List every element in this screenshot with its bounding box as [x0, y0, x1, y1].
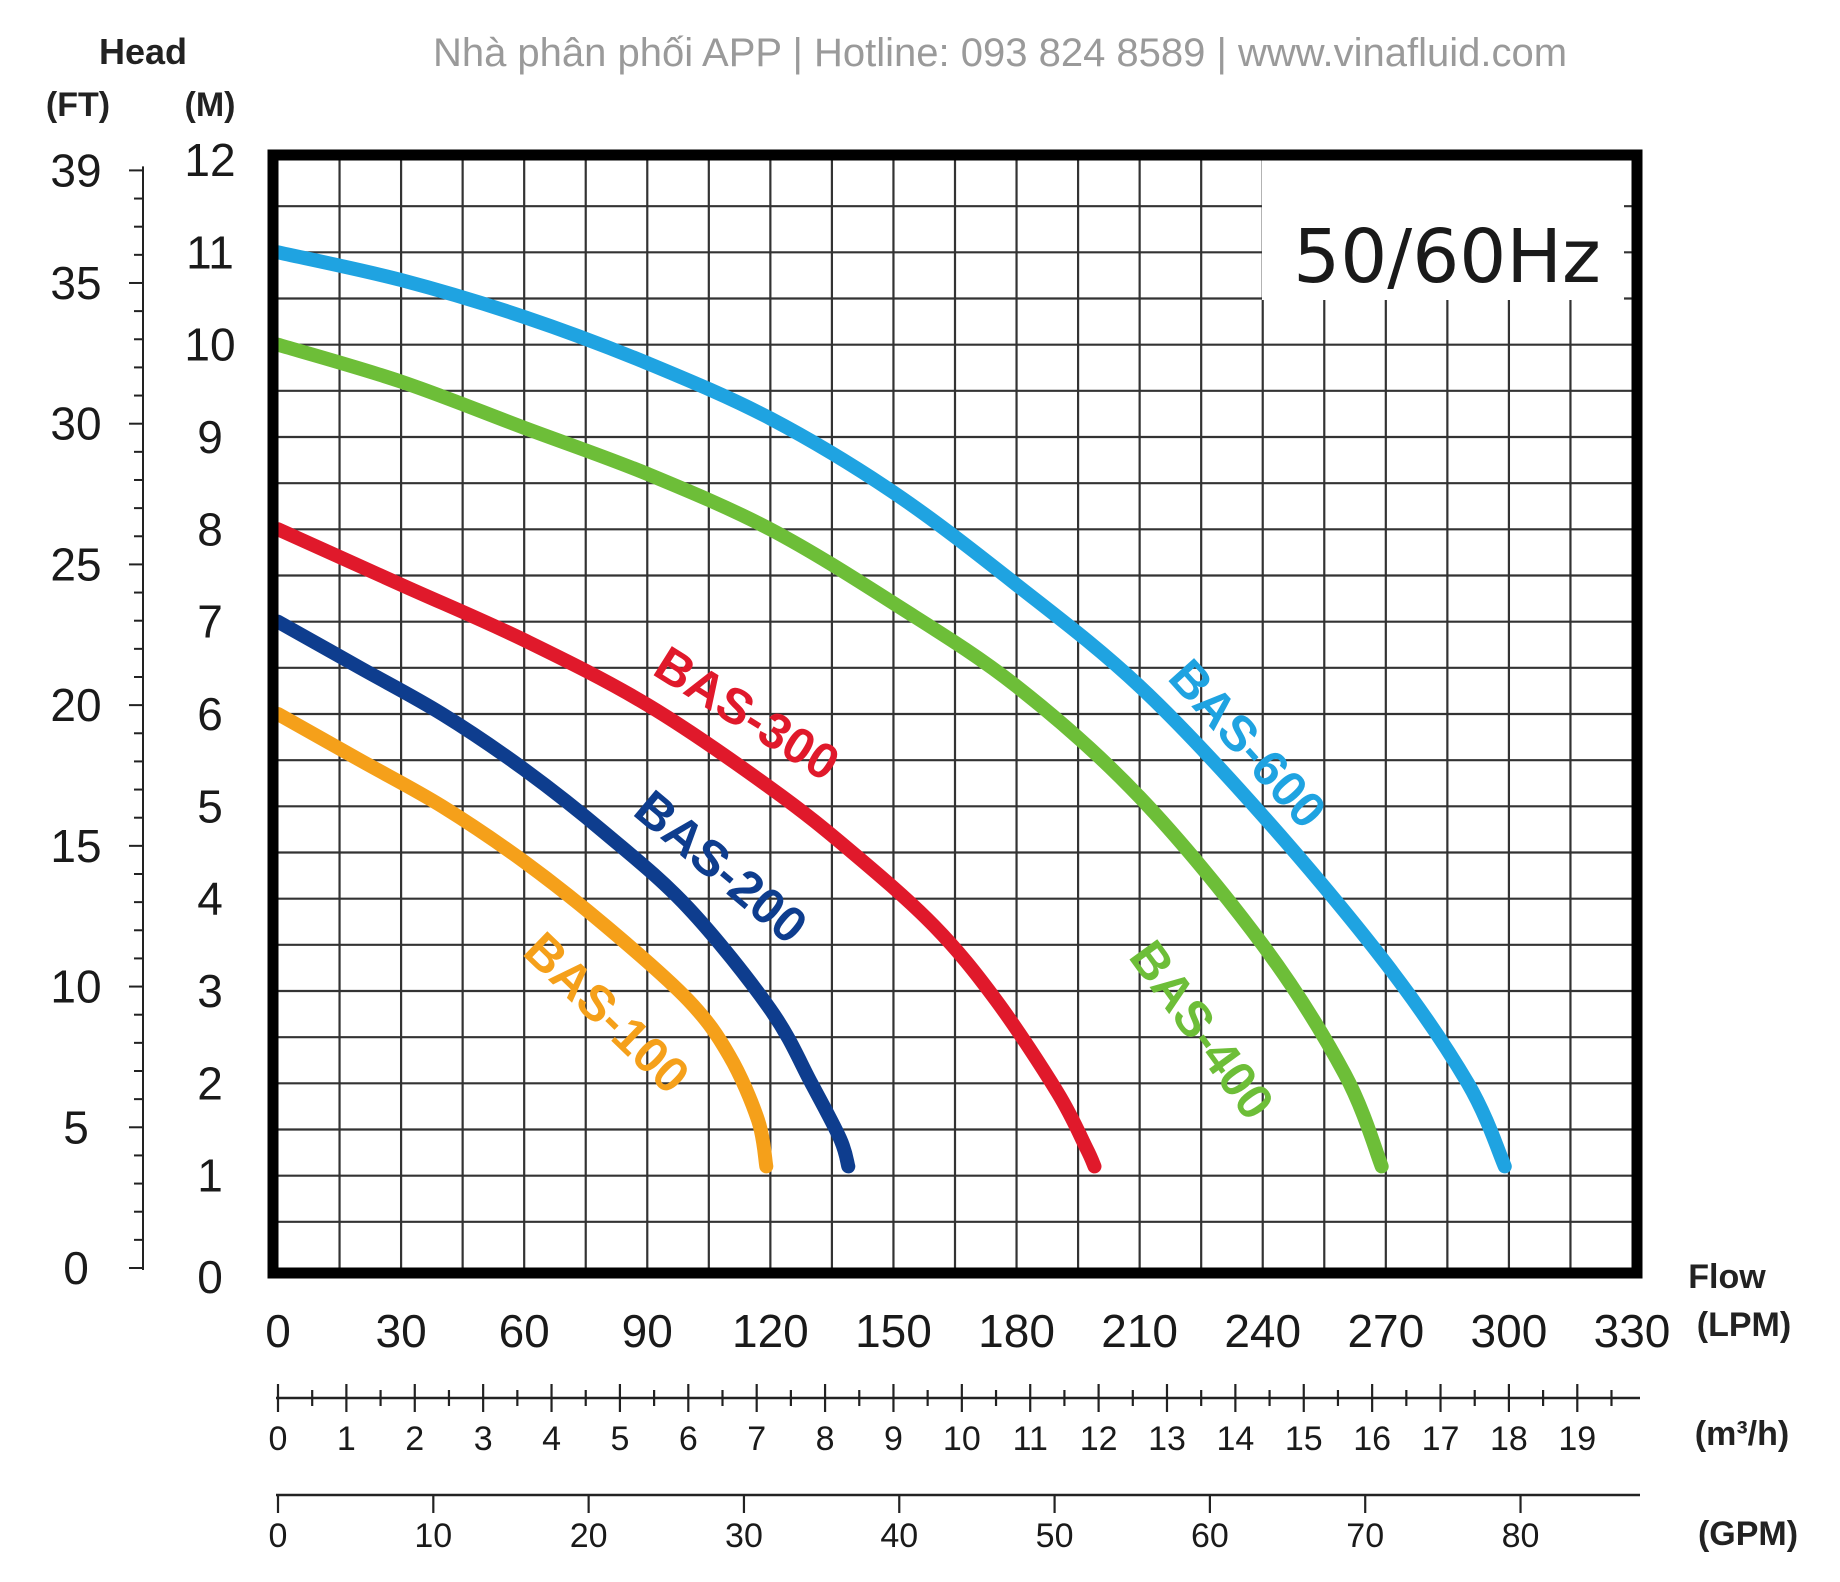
- x-tick-gpm-label: 40: [880, 1517, 918, 1555]
- x-tick-lpm-label: 90: [622, 1305, 673, 1357]
- y-tick-m-label: 11: [186, 226, 234, 278]
- y-tick-ft-label: 5: [63, 1101, 89, 1153]
- y-tick-m-label: 4: [197, 873, 223, 925]
- frequency-label: 50/60Hz: [1293, 214, 1601, 300]
- header-text: Nhà phân phối APP | Hotline: 093 824 858…: [433, 31, 1567, 75]
- curve-bas-300: [271, 522, 1102, 1174]
- x-axis-m3h: 0 1 2 3 4 5 6 7 8 9 10 11 12 13 14 15 16 17 18 19: [269, 1384, 1640, 1458]
- x-tick-m3h-label: 4: [542, 1420, 561, 1458]
- pump-curves: [271, 245, 1512, 1174]
- plot-frame: [267, 149, 1643, 1279]
- y-right-unit: (M): [185, 86, 236, 124]
- x-tick-m3h-label: 16: [1353, 1420, 1391, 1458]
- x-tick-gpm-label: 60: [1191, 1517, 1229, 1555]
- y-tick-m-label: 8: [197, 503, 223, 555]
- x-tick-lpm-label: 0: [265, 1305, 291, 1357]
- x-tick-m3h-label: 12: [1080, 1420, 1118, 1458]
- y-tick-m-label: 3: [197, 965, 223, 1017]
- y-tick-ft-label: 15: [50, 820, 101, 872]
- x-tick-m3h-label: 19: [1558, 1420, 1596, 1458]
- y-axis-title: Head: [99, 31, 187, 72]
- y-tick-m-label: 5: [197, 780, 223, 832]
- x-axis-title: Flow: [1688, 1258, 1766, 1296]
- x-tick-gpm-label: 50: [1036, 1517, 1074, 1555]
- x-tick-gpm-label: 0: [269, 1517, 288, 1555]
- y-tick-m-label: 10: [184, 319, 235, 371]
- x-tick-m3h-label: 13: [1148, 1420, 1186, 1458]
- ft-axis: 0 5 10 15 20 25 30 35 39: [50, 144, 144, 1294]
- x-tick-m3h-label: 1: [337, 1420, 356, 1458]
- y-tick-ft-label: 20: [50, 679, 101, 731]
- x-tick-gpm-label: 70: [1346, 1517, 1384, 1555]
- curve-bas-400: [271, 337, 1389, 1174]
- x-tick-m3h-label: 8: [816, 1420, 835, 1458]
- x-tick-lpm-label: 210: [1101, 1305, 1178, 1357]
- curve-bas-600: [271, 245, 1512, 1174]
- x-tick-m3h-label: 15: [1285, 1420, 1323, 1458]
- y-tick-m-label: 7: [197, 596, 223, 648]
- label-bas-100: BAS-100: [513, 921, 700, 1104]
- x-tick-gpm-label: 20: [570, 1517, 608, 1555]
- y-tick-m-label: 0: [197, 1251, 223, 1303]
- x-tick-lpm-label: 150: [855, 1305, 932, 1357]
- y-tick-m-label: 9: [197, 411, 223, 463]
- curve-bas-200: [271, 614, 856, 1174]
- x-tick-m3h-label: 0: [269, 1420, 288, 1458]
- x-tick-m3h-label: 11: [1013, 1420, 1048, 1458]
- curve-bas-100: [271, 707, 774, 1174]
- y-tick-ft-label: 0: [63, 1242, 89, 1294]
- x-tick-lpm-label: 240: [1224, 1305, 1301, 1357]
- y-tick-ft-label: 25: [50, 538, 101, 590]
- x-tick-lpm-label: 60: [499, 1305, 550, 1357]
- x-tick-m3h-label: 3: [474, 1420, 493, 1458]
- x-tick-m3h-label: 18: [1490, 1420, 1528, 1458]
- frequency-box: [1262, 160, 1624, 300]
- x-tick-lpm-label: 120: [732, 1305, 809, 1357]
- y-tick-m-label: 2: [197, 1057, 223, 1109]
- y-tick-ft-label: 10: [50, 961, 101, 1013]
- x-tick-lpm-label: 270: [1347, 1305, 1424, 1357]
- x-tick-lpm-label: 330: [1594, 1305, 1671, 1357]
- x-tick-m3h-label: 17: [1422, 1420, 1460, 1458]
- x-tick-m3h-label: 10: [943, 1420, 981, 1458]
- x-tick-m3h-label: 6: [679, 1420, 698, 1458]
- x-unit-gpm: (GPM): [1698, 1515, 1798, 1553]
- x-unit-m3h: (m³/h): [1695, 1415, 1789, 1453]
- y-tick-m-label: 6: [197, 688, 223, 740]
- y-tick-m-label: 12: [184, 134, 235, 186]
- x-tick-m3h-label: 14: [1216, 1420, 1254, 1458]
- x-tick-m3h-label: 5: [610, 1420, 629, 1458]
- x-axis-gpm: 0 10 20 30 40 50 60 70 80: [269, 1493, 1640, 1555]
- y-tick-m-label: 1: [197, 1150, 223, 1202]
- x-unit-lpm: (LPM): [1697, 1306, 1791, 1344]
- x-tick-lpm-label: 300: [1471, 1305, 1548, 1357]
- y-tick-ft-label: 30: [50, 398, 101, 450]
- label-bas-600: BAS-600: [1158, 648, 1337, 838]
- x-tick-lpm-label: 30: [376, 1305, 427, 1357]
- x-tick-m3h-label: 7: [747, 1420, 766, 1458]
- x-axis-lpm: 0 30 60 90 120 150 180 210 240 270 300 330: [265, 1305, 1670, 1357]
- x-tick-lpm-label: 180: [978, 1305, 1055, 1357]
- y-tick-ft-label: 35: [50, 257, 101, 309]
- x-tick-m3h-label: 9: [884, 1420, 903, 1458]
- x-tick-gpm-label: 10: [414, 1517, 452, 1555]
- grid-lines: [278, 160, 1632, 1268]
- y-left-unit: (FT): [46, 86, 110, 124]
- x-tick-gpm-label: 30: [725, 1517, 763, 1555]
- x-tick-m3h-label: 2: [405, 1420, 424, 1458]
- x-tick-gpm-label: 80: [1502, 1517, 1540, 1555]
- y-tick-ft-label: 39: [50, 144, 101, 196]
